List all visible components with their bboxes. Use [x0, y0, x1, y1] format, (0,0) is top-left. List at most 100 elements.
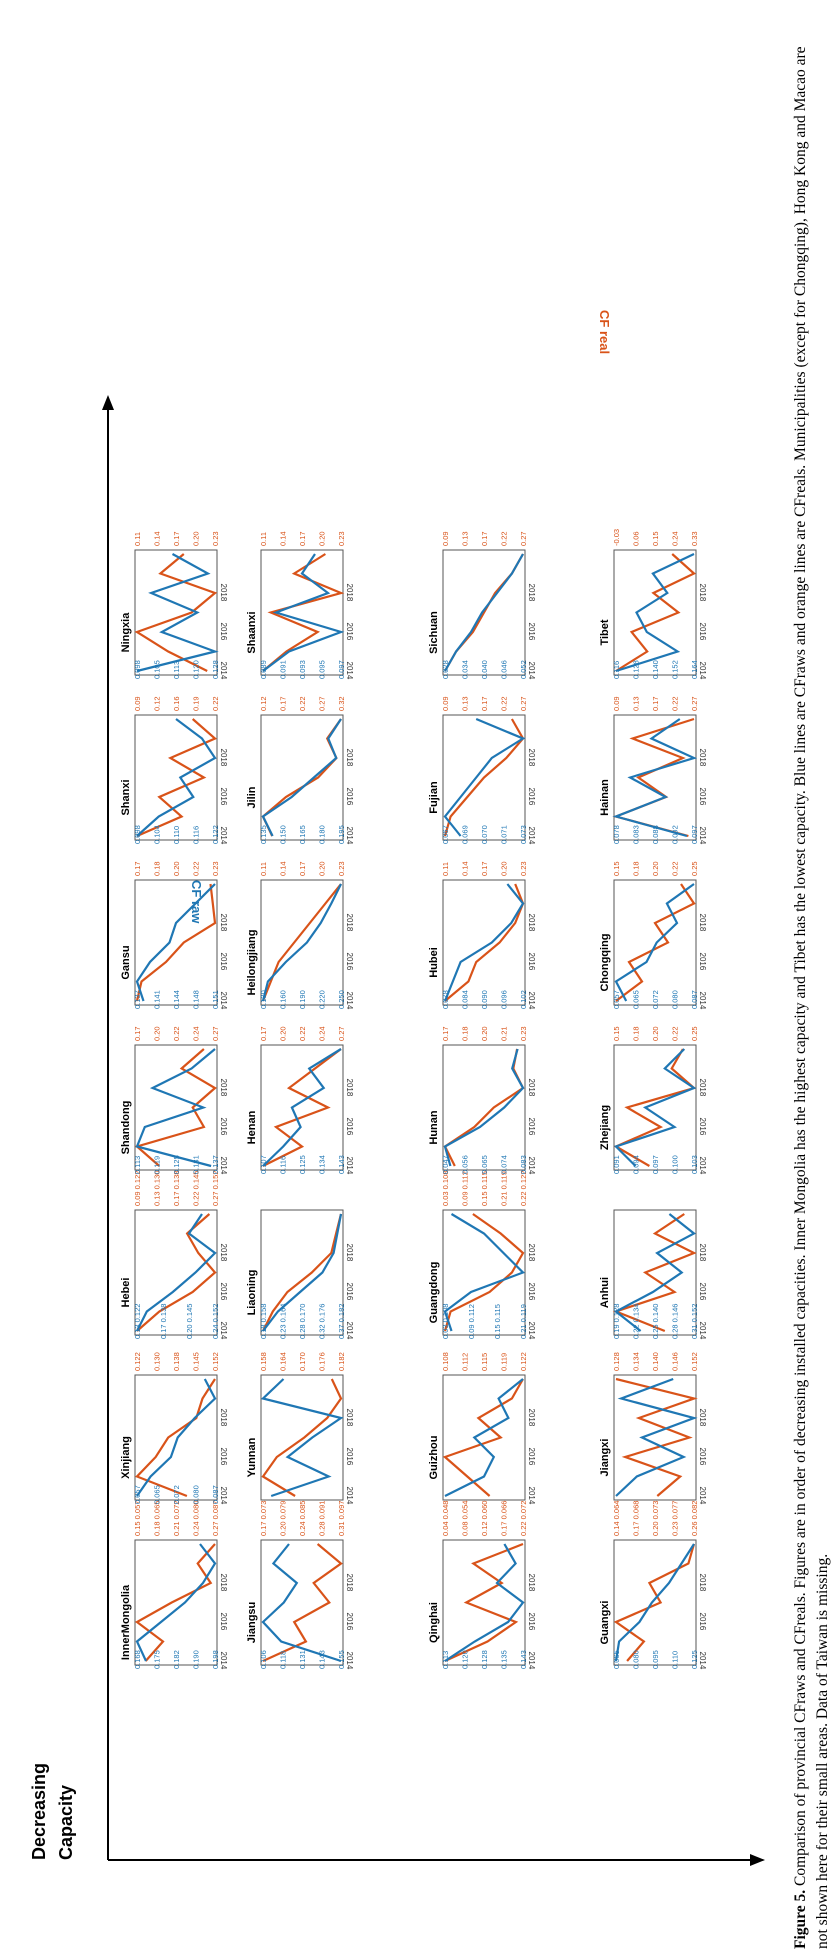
raw-tick-label: 0.087 [690, 990, 699, 1009]
real-tick-label: 0.22 [671, 861, 680, 876]
series-line-cf-real [615, 1377, 698, 1497]
raw-tick-label: 0.094 [632, 1155, 641, 1174]
real-tick-label: 0.21 0.119 [500, 1171, 509, 1206]
series-line-cf-raw [443, 883, 525, 1002]
real-tick-label: 0.04 0.048 [441, 1501, 450, 1536]
raw-tick-label: 0.175 [153, 1650, 162, 1669]
raw-tick-label: 0.116 [192, 826, 201, 844]
real-tick-label: 0.15 [651, 531, 660, 546]
raw-tick-label: 0.080 [192, 1485, 201, 1504]
real-tick-label: 0.20 [172, 861, 181, 876]
raw-tick-label: 0.093 [298, 660, 307, 679]
series-line-cf-raw [613, 1048, 697, 1167]
raw-tick-label: 0.070 [480, 825, 489, 844]
raw-tick-label: 0.057 [612, 990, 621, 1009]
year-tick-label: 2014 [527, 1652, 536, 1670]
year-tick-label: 2018 [345, 1244, 354, 1262]
real-tick-label: 0.17 [133, 861, 142, 876]
panel-zhejiang: Zhejiang 2014 2016 2018 0.091 0.094 0.097 0.100… [599, 1026, 707, 1174]
series-line-cf-raw [261, 1543, 342, 1663]
panel-box [442, 714, 526, 841]
raw-tick-label: 0.116 [612, 661, 621, 679]
raw-tick-label: 0.164 [690, 660, 699, 679]
real-tick-label: 0.152 [211, 1352, 220, 1371]
series-line-cf-raw [444, 1378, 524, 1497]
year-tick-label: 2018 [219, 1244, 228, 1262]
year-tick-label: 2018 [219, 1079, 228, 1097]
panel-box [134, 1539, 218, 1666]
real-tick-label: 0.23 [337, 861, 346, 876]
panel-box [442, 549, 526, 676]
year-tick-label: 2016 [698, 953, 707, 971]
real-tick-label: 0.134 [632, 1352, 641, 1371]
year-tick-label: 2014 [219, 1652, 228, 1670]
real-tick-label: 0.09 [612, 696, 621, 711]
panel-box [613, 1539, 697, 1666]
real-tick-label: 0.22 [671, 696, 680, 711]
real-tick-label: 0.12 [259, 696, 268, 711]
panel-title: Hebei [120, 1278, 132, 1308]
real-tick-label: 0.18 [632, 861, 641, 876]
year-tick-label: 2018 [527, 584, 536, 602]
real-tick-label: 0.21 [500, 1026, 509, 1041]
real-tick-label: 0.25 [690, 861, 699, 876]
raw-tick-label: 0.067 [441, 825, 450, 844]
panel-title: InnerMongolia [120, 1584, 132, 1660]
panel-title: Shaanxi [246, 611, 258, 653]
real-tick-label: 0.09 [441, 531, 450, 546]
panel-box [260, 879, 344, 1006]
series-line-cf-real [136, 1213, 217, 1332]
panel-box [613, 549, 697, 676]
raw-tick-label: 0.122 [211, 825, 220, 844]
panel-box [613, 879, 697, 1006]
panel-title: Ningxia [120, 612, 132, 653]
real-tick-label: 0.20 0.073 [651, 1501, 660, 1536]
series-line-cf-raw [135, 883, 216, 1002]
real-tick-label: 0.12 [153, 696, 162, 711]
panel-title: Guangdong [428, 1262, 440, 1324]
raw-tick-label: 0.056 [461, 1155, 470, 1174]
year-tick-label: 2018 [698, 749, 707, 767]
real-tick-label: 0.09 0.122 [133, 1171, 142, 1206]
year-tick-label: 2018 [219, 749, 228, 767]
panel-chongqing: Chongqing 2014 2016 2018 0.057 0.065 0.072 0.08… [599, 861, 707, 1009]
raw-tick-label: 0.152 [671, 660, 680, 679]
series-line-cf-real [262, 553, 345, 672]
real-tick-label: 0.20 [153, 1026, 162, 1041]
real-tick-label: 0.03 0.108 [441, 1171, 450, 1206]
panel-guizhou: Guizhou 2014 2016 2018 0.108 0.112 0.115 0.119 0… [428, 1352, 536, 1505]
real-tick-label: 0.11 [259, 532, 268, 546]
raw-tick-label: 0.25 0.140 [651, 1304, 660, 1339]
raw-tick-label: 0.150 [279, 825, 288, 844]
raw-tick-label: 0.120 [461, 1650, 470, 1669]
raw-tick-label: 0.065 [632, 990, 641, 1009]
real-tick-label: 0.17 [279, 696, 288, 711]
year-tick-label: 2018 [345, 749, 354, 767]
panel-title: Anhui [599, 1277, 611, 1308]
series-line-cf-real [613, 1543, 696, 1662]
year-tick-label: 2014 [345, 827, 354, 845]
raw-tick-label: 0.182 [172, 1650, 181, 1669]
raw-tick-label: 0.137 [133, 990, 142, 1009]
year-tick-label: 2018 [345, 584, 354, 602]
year-tick-label: 2016 [698, 1283, 707, 1301]
real-tick-label: 0.27 [690, 696, 699, 711]
panel-box [134, 714, 218, 841]
real-tick-label: 0.17 [133, 1026, 142, 1041]
year-tick-label: 2016 [219, 1613, 228, 1631]
raw-tick-label: 0.131 [192, 1155, 201, 1174]
raw-tick-label: 0.140 [651, 660, 660, 679]
series-line-cf-raw [444, 553, 524, 672]
raw-tick-label: 0.113 [441, 1651, 450, 1669]
series-line-cf-raw [443, 717, 526, 837]
series-line-cf-real [615, 553, 696, 672]
real-tick-label: 0.20 [279, 1026, 288, 1041]
panel-title: Hainan [599, 779, 611, 816]
raw-tick-label: 0.106 [259, 1650, 268, 1669]
real-tick-label: 0.20 [192, 531, 201, 546]
raw-tick-label: 0.098 [133, 660, 142, 679]
raw-tick-label: 0.072 [651, 990, 660, 1009]
real-tick-label: 0.23 [211, 531, 220, 546]
series-line-cf-raw [613, 1213, 697, 1332]
real-tick-label: 0.18 [632, 1026, 641, 1041]
